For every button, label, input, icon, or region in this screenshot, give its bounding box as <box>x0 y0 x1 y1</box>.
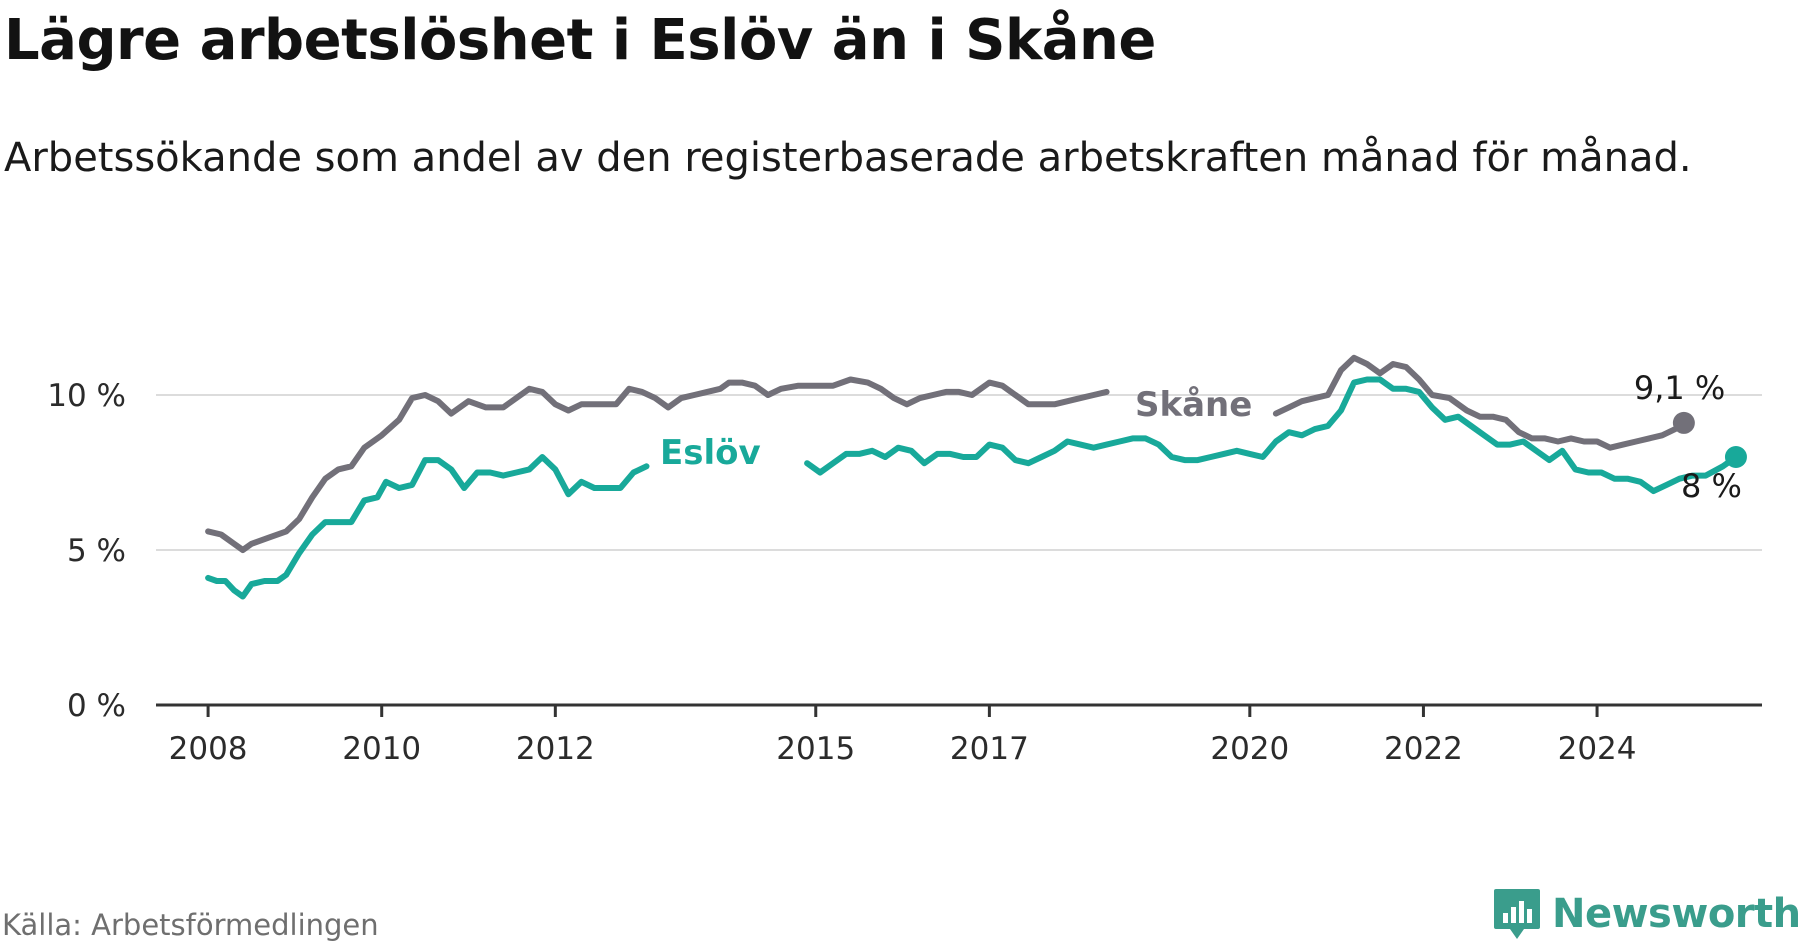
x-tick-label: 2008 <box>169 731 248 767</box>
chart-title: Lägre arbetslöshet i Eslöv än i Skåne <box>4 8 1156 73</box>
series-labels: 9,1 % Skåne 8 % Eslöv <box>660 369 1742 505</box>
x-tick-label: 2022 <box>1384 731 1463 767</box>
x-tick-label: 2015 <box>776 731 855 767</box>
x-tick-label: 2020 <box>1210 731 1289 767</box>
brand-name: Newsworthy <box>1552 891 1800 937</box>
source-note: Källa: Arbetsförmedlingen <box>2 908 379 942</box>
series-end-label: 9,1 % <box>1634 369 1725 407</box>
series-end-dot <box>1724 446 1747 468</box>
series-line-skane <box>205 354 1687 553</box>
x-tick-label: 2017 <box>950 731 1029 767</box>
newsworthy-logo-icon <box>1494 889 1540 939</box>
series-lines <box>205 354 1747 600</box>
brand-logo: Newsworthy <box>1492 884 1800 944</box>
series-line-eslov <box>205 376 1739 600</box>
series-end-dot <box>1672 411 1695 434</box>
y-tick-label: 0 % <box>67 688 126 724</box>
series-end-label: 8 % <box>1681 467 1742 505</box>
chart-subtitle: Arbetssökande som andel av den registerb… <box>4 135 1692 181</box>
x-tick-label: 2010 <box>342 731 421 767</box>
x-axis: 2008 2010 2012 2015 2017 2020 2022 2024 <box>156 703 1762 767</box>
y-axis-ticks: 0 % 5 % 10 % <box>47 378 126 724</box>
series-name-label: Eslöv <box>660 433 761 473</box>
series-name-label: Skåne <box>1135 385 1252 425</box>
y-tick-label: 5 % <box>67 533 126 569</box>
x-tick-label: 2024 <box>1558 731 1637 767</box>
y-tick-label: 10 % <box>47 378 126 414</box>
x-tick-label: 2012 <box>516 731 595 767</box>
